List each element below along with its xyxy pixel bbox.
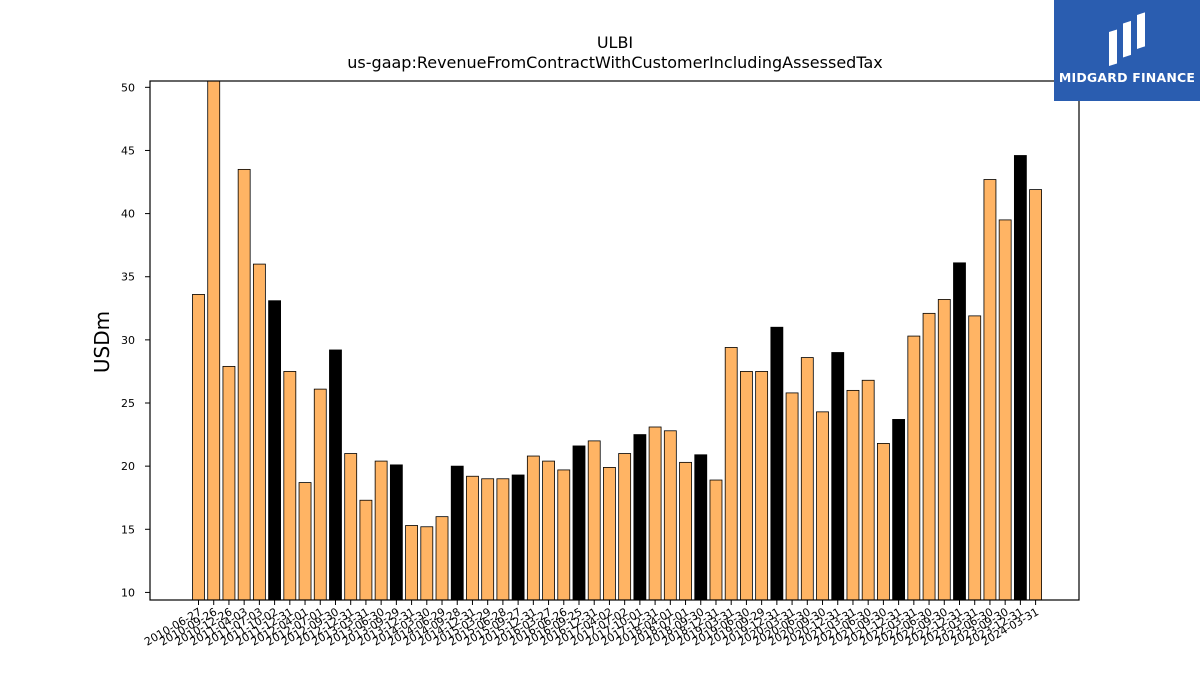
y-tick-label: 35: [121, 271, 135, 284]
bar-2010-09-26: [207, 80, 221, 601]
y-tick-label: 30: [121, 334, 135, 347]
bar-2018-04-01: [663, 430, 677, 601]
bar-2012-07-01: [313, 388, 327, 601]
logo-mark-icon: [1109, 12, 1145, 67]
bar-2020-06-30: [800, 357, 814, 601]
bar-2014-12-31: [466, 475, 479, 601]
y-tick-label: 45: [121, 144, 135, 157]
bar-2023-09-30: [998, 219, 1012, 601]
bar-2014-06-29: [435, 516, 449, 601]
bar-2019-06-30: [740, 371, 753, 601]
y-tick-label: 25: [121, 397, 135, 410]
bar-2019-09-29: [755, 371, 769, 601]
bar-2015-09-27: [511, 474, 525, 601]
bar-2023-12-31: [1013, 155, 1027, 601]
y-tick-label: 50: [121, 81, 135, 94]
bar-2020-12-31: [831, 352, 845, 601]
bar-2016-09-25: [572, 445, 586, 601]
bar-2010-06-27: [192, 294, 205, 601]
bar-2023-06-30: [983, 179, 997, 601]
plot-frame: [149, 80, 1080, 601]
bar-2018-12-31: [709, 479, 723, 601]
bar-2020-03-31: [785, 392, 799, 601]
bar-2014-09-28: [450, 465, 464, 601]
bar-2013-06-30: [374, 460, 388, 601]
bar-2010-12-26: [222, 365, 236, 601]
bar-2020-09-30: [816, 411, 829, 601]
bar-2016-06-26: [557, 469, 571, 601]
bar-2022-09-30: [937, 299, 951, 601]
bar-2016-12-31: [587, 440, 601, 601]
bar-2015-12-31: [526, 455, 540, 601]
bar-2022-03-31: [907, 335, 921, 601]
bar-2019-12-31: [770, 326, 784, 601]
y-tick-label: 20: [121, 460, 135, 473]
bar-2017-07-02: [618, 453, 632, 601]
bar-2017-10-01: [633, 434, 647, 601]
midgard-finance-logo: MIDGARD FINANCE: [1054, 0, 1200, 101]
bar-2012-12-31: [344, 453, 358, 601]
bar-2011-10-02: [268, 300, 282, 601]
bar-2017-04-02: [603, 467, 616, 601]
bar-2018-07-01: [679, 461, 692, 601]
y-tick-label: 15: [121, 523, 135, 536]
bar-2014-03-30: [420, 526, 434, 601]
bar-2018-09-30: [694, 454, 708, 601]
bar-2013-09-29: [389, 464, 403, 601]
bar-2017-12-31: [648, 426, 662, 601]
bar-2021-12-31: [892, 419, 906, 601]
bar-2019-03-31: [724, 347, 738, 601]
bar-2024-03-31: [1029, 189, 1042, 601]
y-tick-label: 40: [121, 208, 135, 221]
bar-2015-03-29: [481, 478, 495, 601]
y-axis-label: USDm: [90, 311, 114, 373]
bar-2021-09-30: [877, 443, 890, 601]
chart-subtitle: us-gaap:RevenueFromContractWithCustomerI…: [347, 53, 882, 72]
bar-2021-03-31: [846, 389, 860, 601]
bar-2012-04-01: [298, 482, 312, 601]
bar-2011-12-31: [283, 371, 297, 601]
bar-2011-04-03: [237, 168, 251, 601]
y-tick-label: 10: [121, 586, 135, 599]
bar-2022-12-31: [953, 262, 966, 601]
chart-title: ULBI: [597, 33, 633, 52]
bar-2012-09-30: [329, 349, 342, 601]
bar-2023-03-31: [968, 315, 982, 601]
bar-2021-06-30: [861, 379, 875, 601]
bar-2013-12-31: [405, 525, 418, 601]
bar-2015-06-28: [496, 478, 510, 601]
logo-text: MIDGARD FINANCE: [1058, 70, 1196, 85]
bar-2013-03-31: [359, 499, 373, 601]
bar-2022-06-30: [922, 312, 936, 601]
bar-2011-07-03: [252, 263, 266, 601]
bar-2016-03-27: [542, 460, 555, 601]
